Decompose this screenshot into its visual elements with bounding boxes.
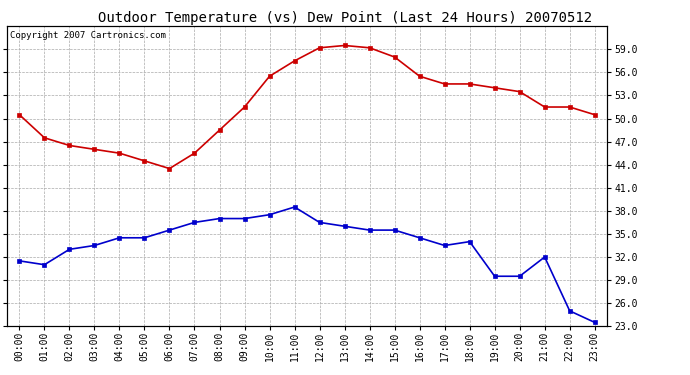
Text: Outdoor Temperature (vs) Dew Point (Last 24 Hours) 20070512: Outdoor Temperature (vs) Dew Point (Last… — [98, 11, 592, 25]
Text: Copyright 2007 Cartronics.com: Copyright 2007 Cartronics.com — [10, 31, 166, 40]
